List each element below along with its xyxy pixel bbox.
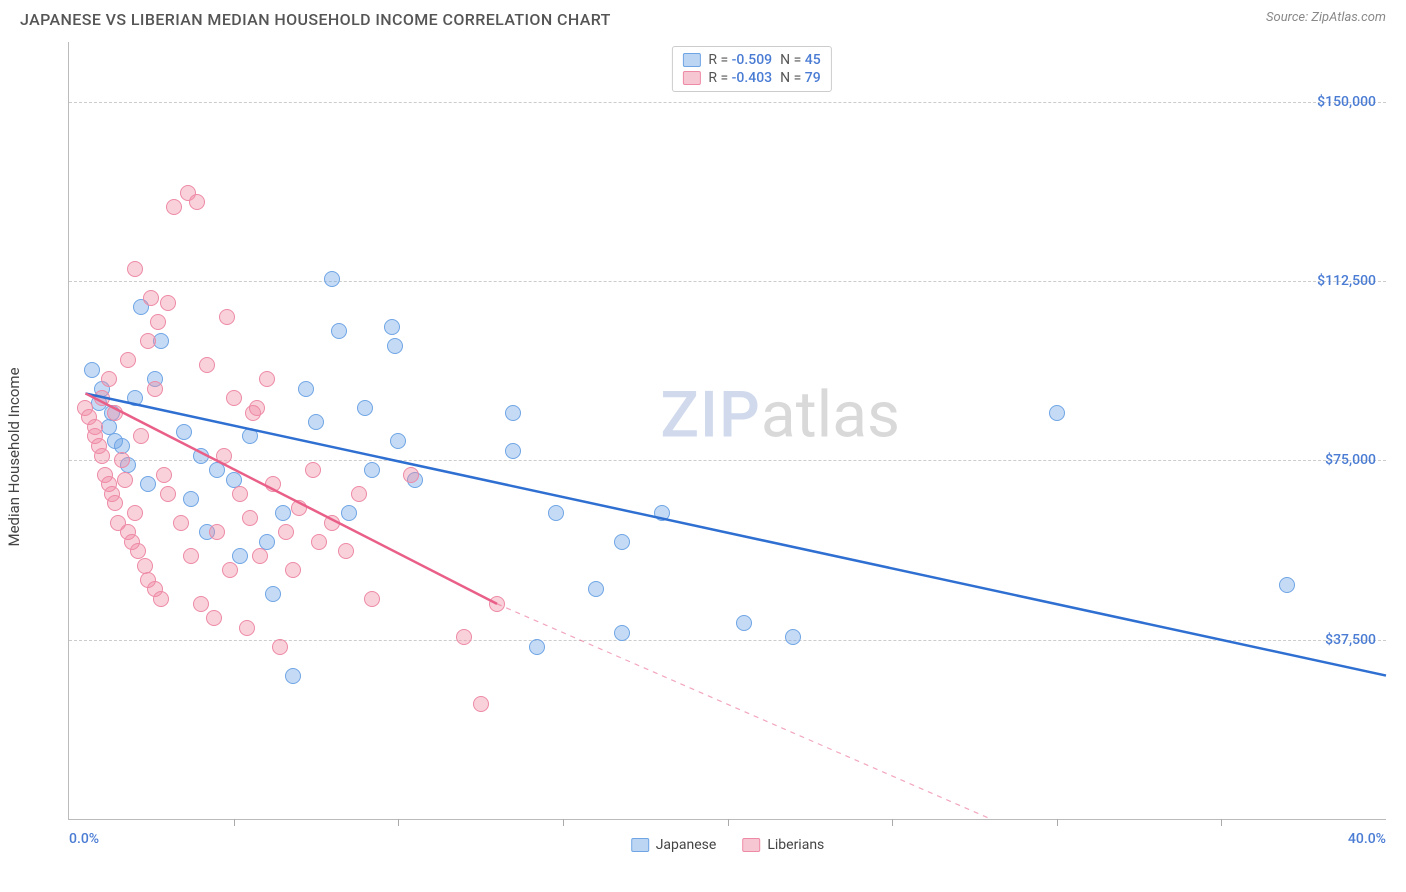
stats-legend: R = -0.509 N = 45 R = -0.403 N = 79 <box>671 46 831 92</box>
x-axis-label: 40.0% <box>1348 831 1386 847</box>
swatch-japanese <box>682 53 700 67</box>
series-legend: Japanese Liberians <box>631 837 825 853</box>
stats-row-japanese: R = -0.509 N = 45 <box>682 51 820 69</box>
swatch-liberians-icon <box>742 838 760 852</box>
chart-container: Median Household Income ZIPatlas R = -0.… <box>20 42 1386 872</box>
r-stat-japanese: R = -0.509 <box>708 52 772 68</box>
x-tick <box>892 819 893 826</box>
trendline <box>85 393 1386 675</box>
legend-item-japanese: Japanese <box>631 837 717 853</box>
x-tick <box>1057 819 1058 826</box>
x-tick <box>563 819 564 826</box>
legend-item-liberians: Liberians <box>742 837 824 853</box>
stats-row-liberians: R = -0.403 N = 79 <box>682 69 820 87</box>
x-tick <box>1221 819 1222 826</box>
n-stat-japanese: N = 45 <box>780 52 821 68</box>
swatch-liberians <box>682 71 700 85</box>
r-stat-liberians: R = -0.403 <box>708 70 772 86</box>
x-tick <box>728 819 729 826</box>
chart-title: JAPANESE VS LIBERIAN MEDIAN HOUSEHOLD IN… <box>20 10 611 29</box>
n-stat-liberians: N = 79 <box>780 70 821 86</box>
x-axis-label: 0.0% <box>69 831 99 847</box>
plot-area: ZIPatlas R = -0.509 N = 45 R = -0.403 N … <box>68 42 1386 820</box>
trendline <box>85 393 497 603</box>
swatch-japanese-icon <box>631 838 649 852</box>
trendlines-layer <box>69 42 1386 819</box>
legend-label-japanese: Japanese <box>656 837 717 853</box>
x-tick <box>234 819 235 826</box>
source-label: Source: ZipAtlas.com <box>1266 10 1386 25</box>
y-axis-label: Median Household Income <box>5 367 23 546</box>
legend-label-liberians: Liberians <box>767 837 824 853</box>
x-tick <box>398 819 399 826</box>
trendline-extrapolated <box>497 604 991 819</box>
